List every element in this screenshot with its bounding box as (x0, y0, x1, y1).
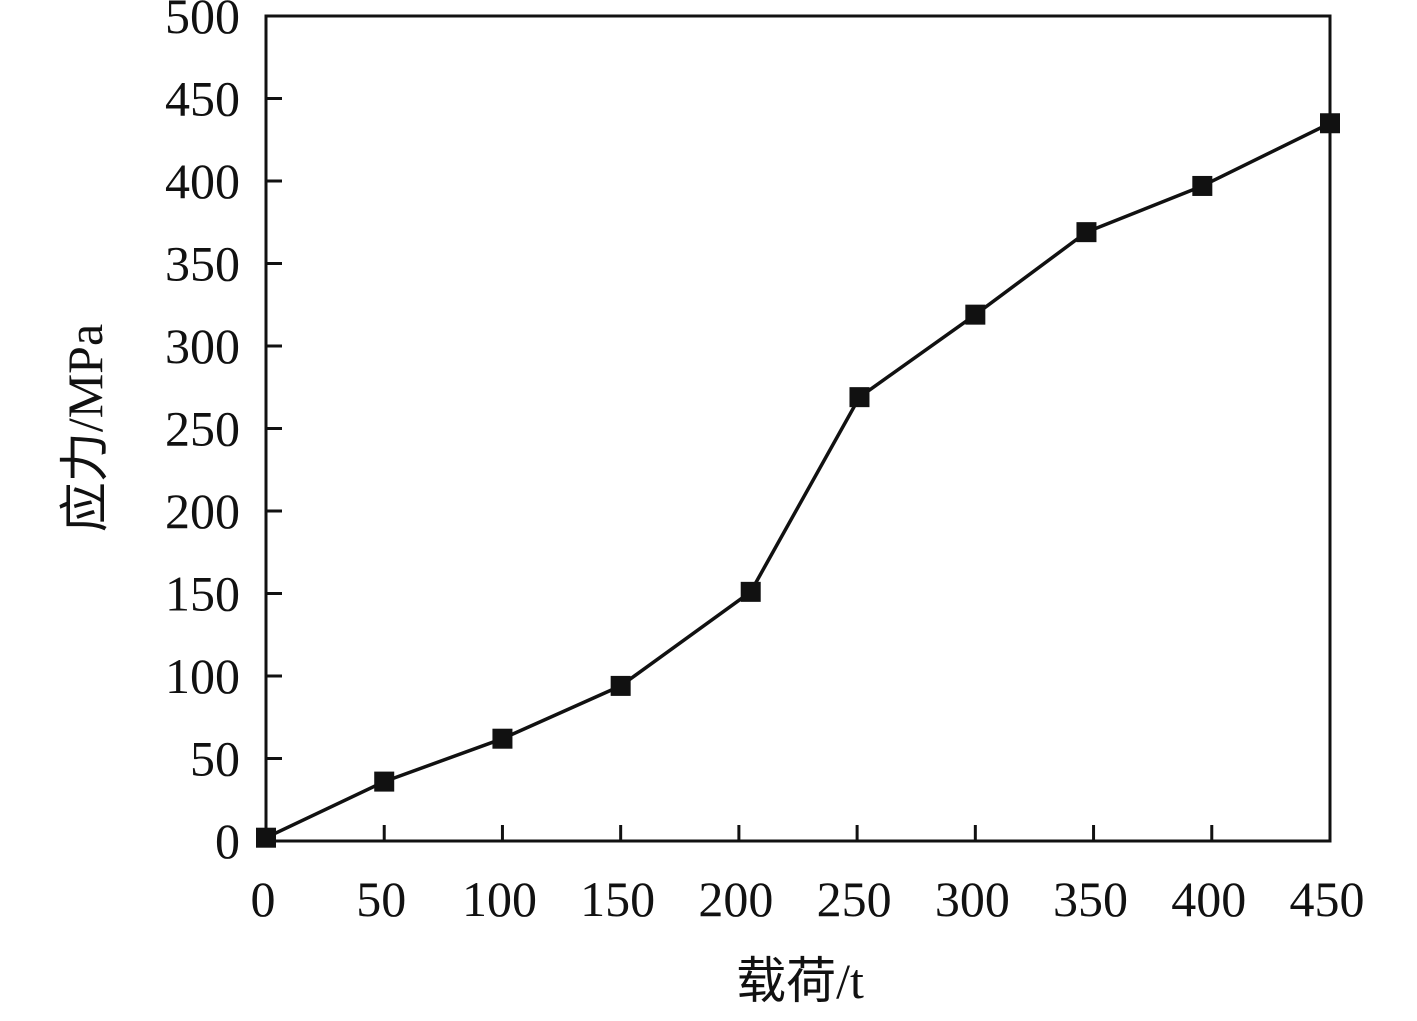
y-tick-label-8: 400 (165, 153, 240, 209)
data-point-2 (492, 728, 513, 749)
y-tick-label-4: 200 (165, 483, 240, 539)
y-tick-label-9: 450 (165, 71, 240, 127)
x-tick-label-5: 250 (817, 871, 892, 927)
y-tick-label-3: 150 (165, 566, 240, 622)
data-point-5 (849, 387, 870, 408)
y-tick-label-1: 50 (190, 731, 240, 787)
data-point-7 (1076, 222, 1097, 243)
ticks: 0 50 100 150 200 250 300 350 400 450 500 0 50 100 150 2… (165, 0, 1365, 927)
y-tick-label-6: 300 (165, 318, 240, 374)
x-tick-label-7: 350 (1053, 871, 1128, 927)
x-tick-label-1: 50 (356, 871, 406, 927)
x-tick-label-8: 400 (1171, 871, 1246, 927)
series-line (265, 121, 1331, 840)
x-tick-label-0: 0 (251, 871, 276, 927)
x-tick-label-6: 300 (935, 871, 1010, 927)
x-tick-label-9: 450 (1290, 871, 1365, 927)
x-tick-label-2: 100 (462, 871, 537, 927)
data-point-3 (610, 675, 631, 696)
x-axis-label: 载荷/t (736, 953, 864, 1009)
y-tick-label-7: 350 (165, 236, 240, 292)
data-point-9 (1320, 113, 1340, 134)
plot-frame (264, 14, 1332, 843)
x-tick-label-3: 150 (580, 871, 655, 927)
markers (256, 113, 1340, 848)
data-point-4 (740, 581, 761, 602)
y-tick-label-5: 250 (165, 401, 240, 457)
data-point-8 (1192, 175, 1213, 196)
data-point-6 (965, 304, 986, 325)
data-point-1 (374, 771, 395, 792)
axes (264, 14, 1332, 843)
y-tick-label-0: 0 (215, 813, 240, 869)
y-tick-label-10: 500 (165, 0, 240, 44)
series-layer (265, 121, 1331, 840)
y-tick-label-2: 100 (165, 648, 240, 704)
data-point-0 (256, 827, 276, 848)
y-axis-label: 应力/MPa (57, 324, 113, 532)
x-tick-label-4: 200 (698, 871, 773, 927)
